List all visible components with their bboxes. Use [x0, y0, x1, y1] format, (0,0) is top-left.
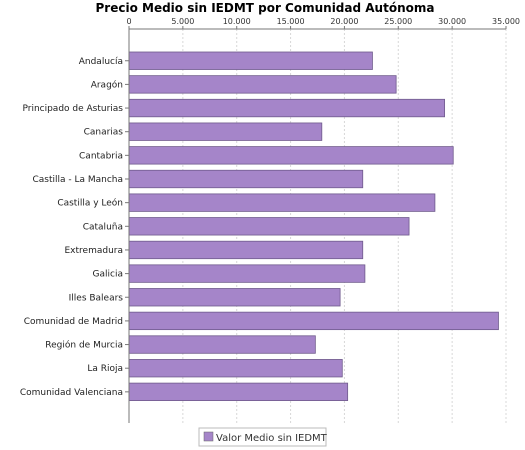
category-label: Cantabria	[79, 151, 123, 161]
bar	[128, 240, 364, 260]
category-label: Castilla - La Mancha	[32, 175, 123, 185]
bar	[128, 359, 343, 378]
category-label: Comunidad de Madrid	[24, 317, 123, 327]
category-label: Aragón	[91, 79, 123, 90]
x-tick-label: 20.000	[330, 17, 358, 26]
category-label: Canarias	[84, 128, 124, 138]
x-tick-label: 5.000	[171, 17, 194, 26]
bar	[128, 217, 410, 236]
category-label: Región de Murcia	[45, 340, 123, 351]
legend-label: Valor Medio sin IEDMT	[216, 433, 328, 444]
category-label: Principado de Asturias	[22, 104, 123, 114]
category-label: Illes Balears	[69, 293, 124, 303]
bar	[128, 193, 436, 212]
bar	[128, 264, 366, 283]
x-tick-label: 35.000	[492, 17, 520, 26]
bar	[128, 169, 364, 189]
bar	[128, 75, 397, 94]
bar	[128, 146, 454, 165]
category-label: Cataluña	[83, 222, 123, 232]
bars	[128, 51, 499, 402]
x-tick-label: 25.000	[384, 17, 412, 26]
legend: Valor Medio sin IEDMT	[198, 427, 328, 447]
x-tick-label: 30.000	[438, 17, 466, 26]
x-tick-label: 15.000	[277, 17, 305, 26]
x-tick-label: 10.000	[223, 17, 251, 26]
bar	[128, 122, 323, 141]
bar	[128, 98, 446, 118]
bar	[128, 335, 316, 354]
category-label: Andalucía	[79, 57, 123, 67]
category-labels: Andalucía Aragón Principado de Asturias Can…	[20, 57, 129, 398]
bar	[128, 382, 349, 402]
bar	[128, 311, 499, 331]
bar	[128, 51, 373, 70]
category-label: Comunidad Valenciana	[20, 388, 123, 398]
category-label: Extremadura	[65, 246, 124, 256]
category-label: La Rioja	[87, 364, 123, 374]
x-axis-ticks: 0 5.000 10.000 15.000 20.000 25.000 30.000 35.0…	[126, 17, 520, 29]
category-label: Castilla y León	[57, 198, 123, 209]
legend-box	[198, 427, 327, 447]
bar	[128, 288, 341, 307]
x-tick-label: 0	[126, 17, 131, 26]
chart-title: Precio Medio sin IEDMT por Comunidad Aut…	[96, 1, 435, 15]
legend-swatch	[203, 431, 214, 442]
category-label: Galicia	[93, 270, 123, 280]
